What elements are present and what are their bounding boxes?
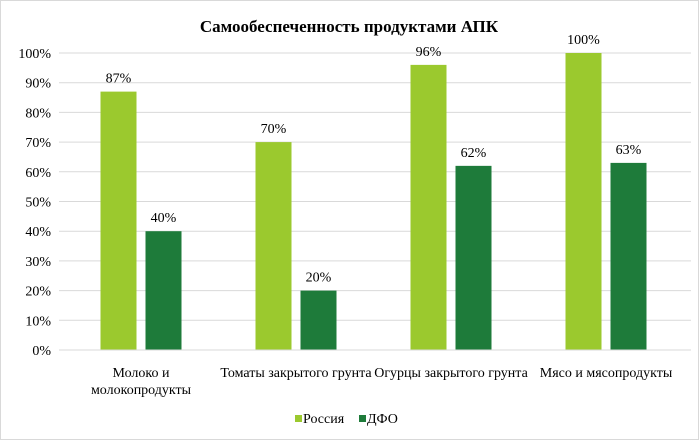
data-label: 70% (261, 122, 287, 137)
y-tick-label: 80% (25, 106, 51, 121)
y-tick-label: 50% (25, 196, 51, 211)
y-tick-label: 20% (25, 285, 51, 300)
legend-label: ДФО (367, 412, 398, 427)
x-tick-label: Огурцы закрытого грунта (374, 366, 528, 381)
legend-swatch-russia (295, 415, 302, 422)
y-tick-label: 90% (25, 77, 51, 92)
bar-dfo (300, 290, 337, 350)
data-label: 87% (106, 72, 132, 87)
y-tick-label: 40% (25, 225, 51, 240)
x-tick-label: Мясо и мясопродукты (540, 366, 673, 381)
y-tick-label: 70% (25, 136, 51, 151)
legend-label: Россия (303, 412, 345, 427)
data-label: 20% (306, 271, 332, 286)
bar-russia (565, 53, 602, 350)
bar-russia (410, 64, 447, 350)
y-tick-label: 100% (18, 47, 51, 62)
bar-dfo (455, 165, 492, 350)
data-label: 96% (416, 45, 442, 60)
legend-swatch-dfo (359, 415, 366, 422)
y-tick-label: 0% (32, 344, 51, 359)
data-label: 62% (461, 146, 487, 161)
data-label: 40% (151, 211, 177, 226)
data-label: 63% (616, 143, 642, 158)
y-tick-label: 30% (25, 255, 51, 270)
data-label: 100% (567, 33, 600, 48)
x-tick-label: молокопродукты (91, 383, 192, 398)
y-tick-label: 60% (25, 166, 51, 181)
bar-dfo (610, 162, 647, 350)
bar-russia (100, 91, 137, 351)
y-tick-label: 10% (25, 314, 51, 329)
chart-title: Самообеспеченность продуктами АПК (200, 17, 499, 36)
bar-russia (255, 142, 292, 350)
x-tick-label: Молоко и (113, 366, 170, 381)
x-tick-label: Томаты закрытого грунта (220, 366, 372, 381)
bar-dfo (145, 231, 182, 350)
